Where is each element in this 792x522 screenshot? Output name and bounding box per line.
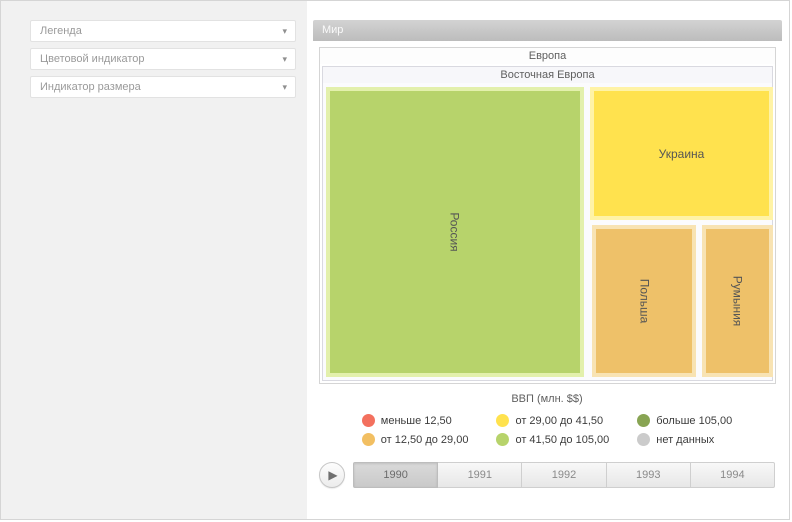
legend-item: от 41,50 до 105,00: [496, 433, 609, 446]
year-selector: 1990 1991 1992 1993 1994: [353, 461, 776, 488]
cell-russia[interactable]: Россия: [326, 87, 584, 377]
legend-item: от 29,00 до 41,50: [496, 414, 603, 427]
cell-ukraine-label: Украина: [658, 146, 705, 161]
chevron-down-icon[interactable]: ▾: [282, 53, 287, 64]
legend-title: ВВП (млн. $$): [511, 393, 583, 405]
timeline: ▶ 1990 1991 1992 1993 1994: [319, 461, 776, 488]
legend-item: нет данных: [637, 433, 714, 446]
options-sidebar: Легенда ▾ Цветовой индикатор ▾ Индикатор…: [1, 1, 307, 519]
cell-romania[interactable]: Румыния: [702, 225, 773, 377]
cell-russia-label: Россия: [447, 212, 462, 252]
year-button-1992[interactable]: 1992: [522, 461, 607, 488]
accordion-size-indicator[interactable]: Индикатор размера ▾: [30, 76, 296, 98]
cell-poland[interactable]: Польша: [592, 225, 696, 377]
treemap-group-europe: Европа Восточная Европа Россия Украина П…: [319, 47, 776, 384]
year-button-1990[interactable]: 1990: [353, 461, 439, 488]
legend-item-label: от 29,00 до 41,50: [515, 414, 604, 427]
legend-item: больше 105,00: [637, 414, 732, 427]
treemap-root-header[interactable]: Мир: [313, 20, 782, 41]
accordion-color-indicator-label: Цветовой индикатор: [40, 53, 145, 65]
play-button[interactable]: ▶: [319, 461, 345, 488]
legend-color-dot: [496, 414, 510, 427]
group-title-europe[interactable]: Европа: [320, 48, 775, 64]
accordion-legend-label: Легенда: [40, 25, 82, 37]
cell-poland-label: Польша: [637, 278, 651, 324]
legend-item-label: больше 105,00: [656, 414, 733, 427]
color-legend: ВВП (млн. $$) меньше 12,50 от 29,00 до 4…: [319, 393, 775, 446]
treemap-panel: Мир Европа Восточная Европа Россия Украи…: [307, 1, 789, 519]
legend-item-label: от 41,50 до 105,00: [515, 433, 610, 446]
legend-item: меньше 12,50: [361, 414, 452, 427]
legend-item-label: от 12,50 до 29,00: [380, 433, 469, 446]
legend-color-dot: [637, 414, 651, 427]
legend-color-dot: [361, 433, 375, 446]
year-button-1994[interactable]: 1994: [690, 461, 776, 488]
accordion-size-indicator-label: Индикатор размера: [40, 81, 141, 93]
chevron-down-icon[interactable]: ▾: [282, 81, 287, 92]
legend-item: от 12,50 до 29,00: [361, 433, 469, 446]
year-button-1993[interactable]: 1993: [606, 461, 691, 488]
cell-ukraine[interactable]: Украина: [590, 87, 773, 220]
accordion-legend[interactable]: Легенда ▾: [30, 20, 296, 42]
accordion-color-indicator[interactable]: Цветовой индикатор ▾: [30, 48, 296, 70]
legend-item-label: меньше 12,50: [380, 414, 452, 427]
legend-color-dot: [496, 433, 510, 446]
treemap-cells: Россия Украина Польша Румыния: [323, 84, 773, 380]
legend-color-dot: [361, 414, 375, 427]
legend-grid: меньше 12,50 от 29,00 до 41,50 больше 10…: [361, 414, 732, 446]
cell-romania-label: Румыния: [730, 275, 745, 327]
play-icon: ▶: [328, 467, 338, 482]
legend-color-dot: [637, 433, 651, 446]
treemap-group-eastern-europe: Восточная Европа Россия Украина Польша Р…: [322, 66, 773, 381]
group-title-eastern-europe[interactable]: Восточная Европа: [323, 67, 772, 83]
legend-item-label: нет данных: [656, 433, 715, 446]
chevron-down-icon[interactable]: ▾: [282, 25, 287, 36]
year-button-1991[interactable]: 1991: [438, 461, 523, 488]
